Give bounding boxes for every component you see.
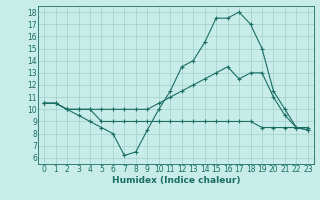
X-axis label: Humidex (Indice chaleur): Humidex (Indice chaleur) (112, 176, 240, 185)
